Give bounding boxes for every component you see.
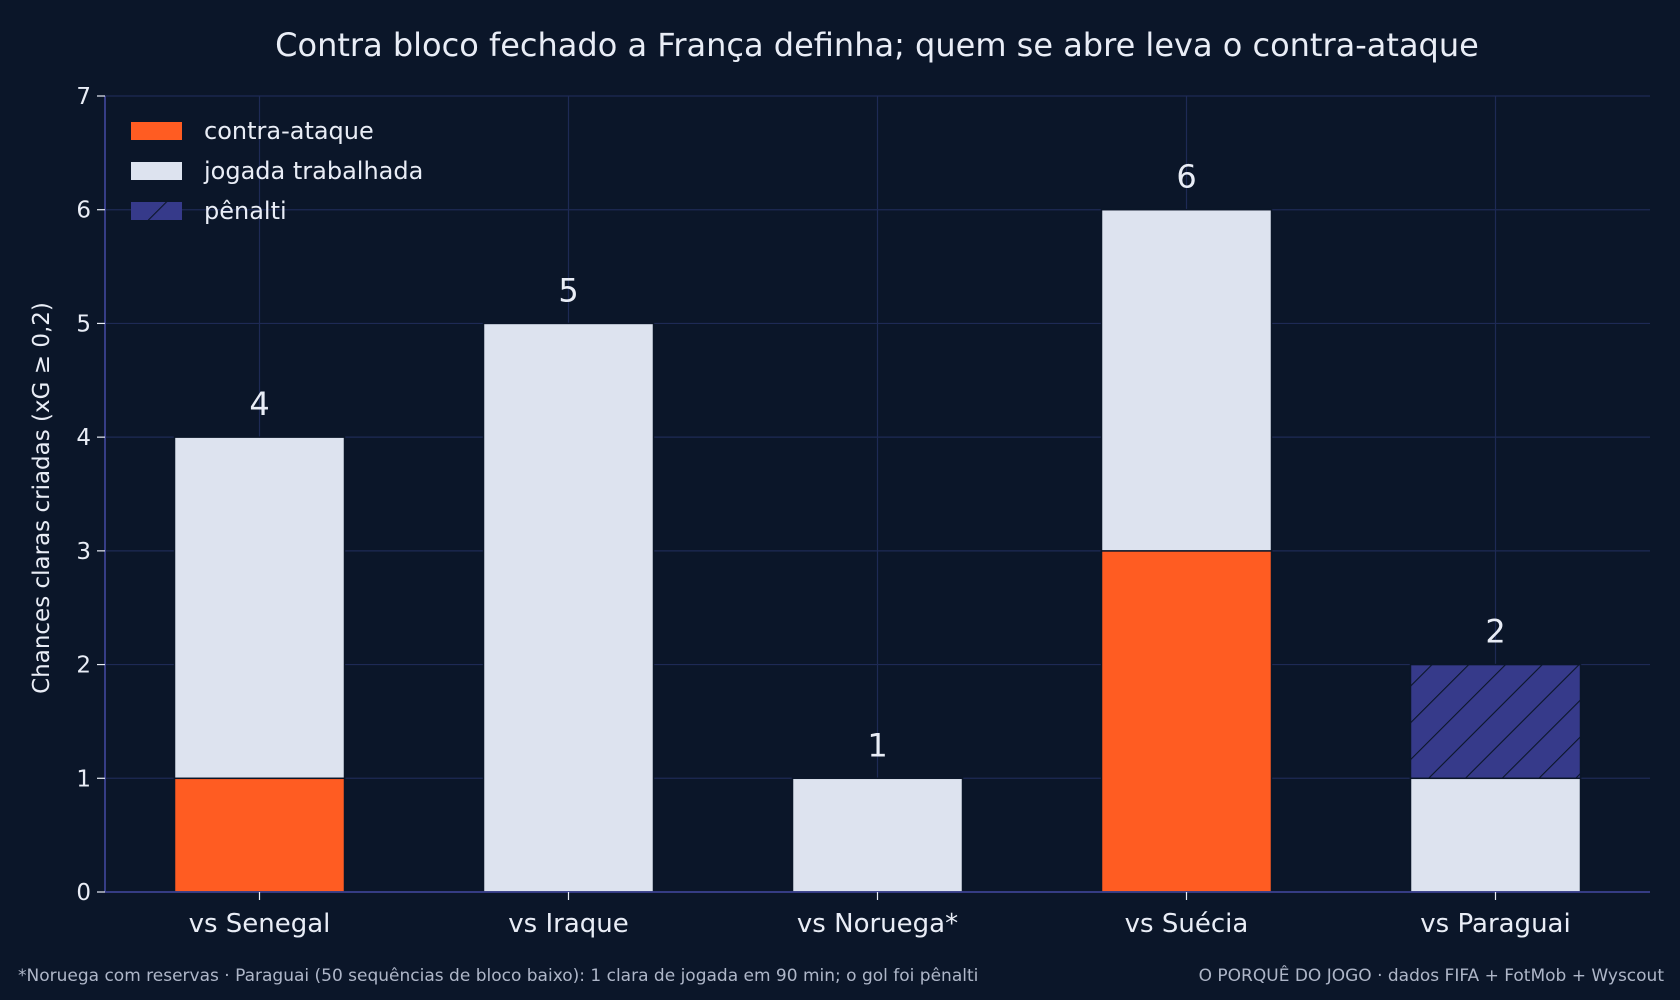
y-tick-label: 1 (76, 766, 91, 792)
legend: contra-ataque jogada trabalhada pênalti (131, 117, 423, 225)
bar-total-label: 1 (867, 726, 887, 764)
chart-title: Contra bloco fechado a França definha; q… (275, 26, 1479, 64)
footnote: *Noruega com reservas · Paraguai (50 seq… (18, 966, 979, 986)
legend-swatch (131, 122, 182, 140)
bar-total-label: 6 (1176, 158, 1196, 196)
y-tick-label: 0 (76, 880, 91, 906)
legend-swatch (131, 162, 182, 180)
bar-total-label: 4 (249, 385, 269, 423)
x-tick-label: vs Paraguai (1420, 909, 1570, 939)
legend-label: jogada trabalhada (203, 157, 423, 185)
bar-segment (1409, 663, 1582, 780)
bar-total-label: 2 (1485, 613, 1505, 651)
y-tick-label: 6 (76, 198, 91, 224)
y-tick-label: 4 (76, 425, 91, 451)
bar-segment (1100, 208, 1273, 552)
x-tick-label: vs Suécia (1125, 909, 1249, 939)
bar-segment (173, 436, 346, 780)
legend-swatch (131, 202, 182, 220)
x-tick-label: vs Senegal (189, 909, 331, 939)
y-tick-label: 5 (76, 311, 91, 337)
bars: 4 5 1 6 2 (173, 158, 1582, 893)
bar-segment (1409, 777, 1582, 893)
legend-label: contra-ataque (204, 117, 374, 145)
y-tick-label: 7 (76, 84, 91, 110)
bar-segment (791, 777, 964, 893)
axes: 0 1 2 3 4 5 6 7 vs Senegal vs Iraque vs Noruega* vs… (76, 84, 1650, 939)
bar-segment (173, 777, 346, 893)
bar-segment (1100, 550, 1273, 893)
bar-total-label: 5 (558, 271, 578, 309)
y-tick-label: 3 (76, 539, 91, 565)
bar-segment (482, 322, 655, 893)
credit: O PORQUÊ DO JOGO · dados FIFA + FotMob +… (1198, 966, 1664, 986)
x-tick-label: vs Noruega* (797, 909, 958, 939)
y-axis-label: Chances claras criadas (xG ≥ 0,2) (29, 302, 55, 694)
y-tick-label: 2 (76, 653, 91, 679)
legend-label: pênalti (204, 197, 287, 225)
x-tick-label: vs Iraque (508, 909, 628, 939)
